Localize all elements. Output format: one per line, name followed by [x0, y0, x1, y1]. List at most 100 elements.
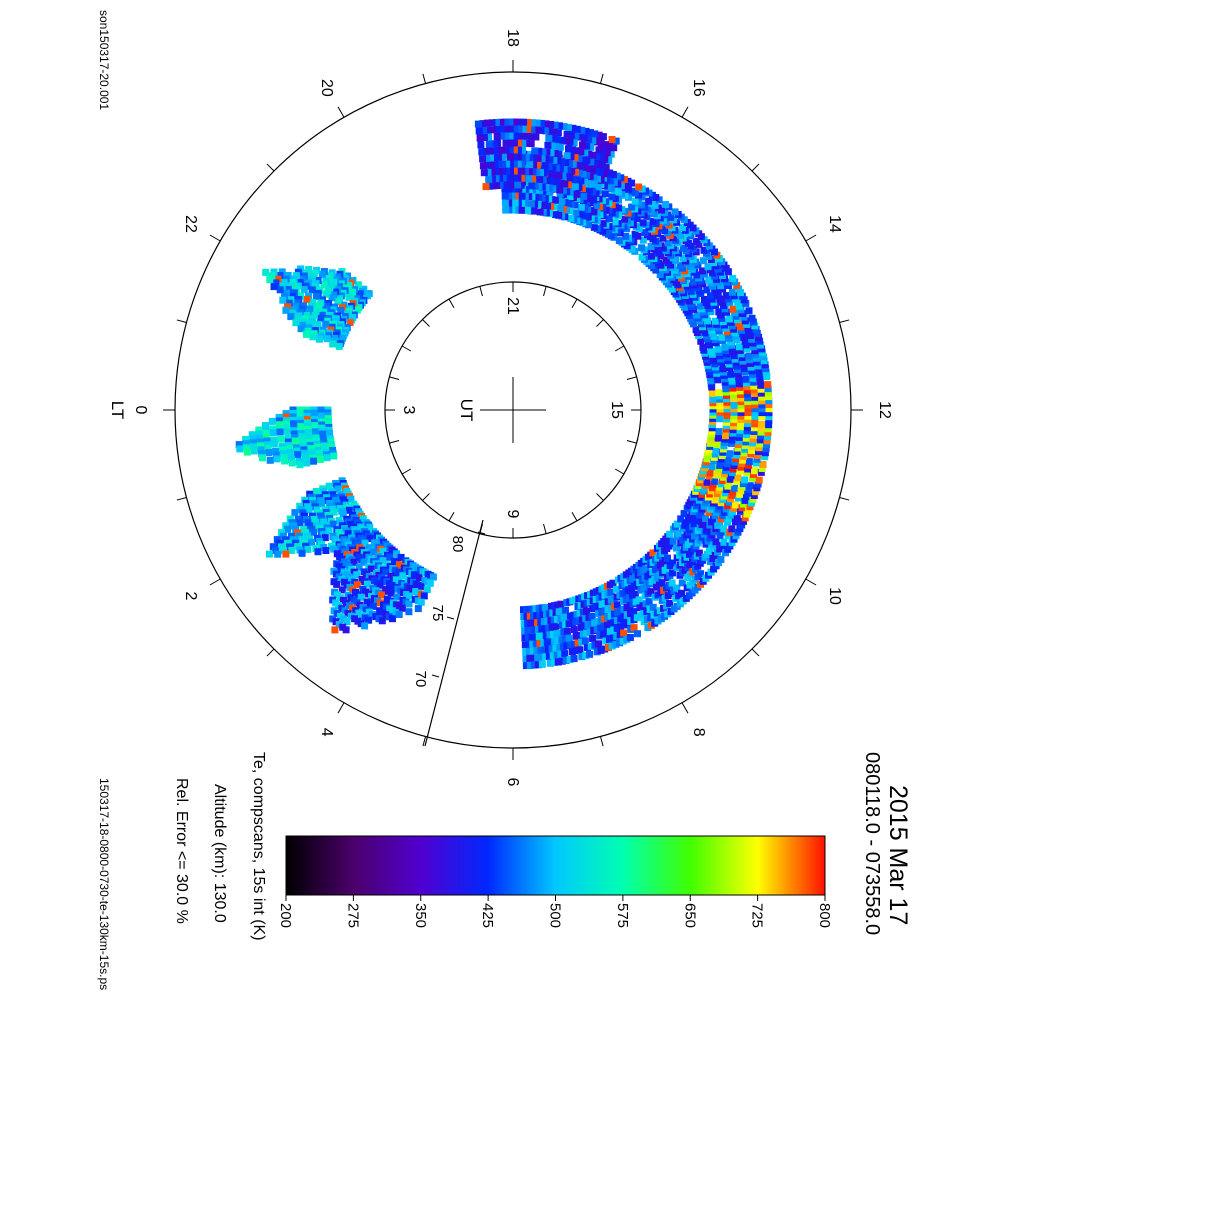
- data-cell: [628, 203, 636, 211]
- data-cell: [749, 435, 757, 443]
- data-cell: [741, 368, 749, 376]
- data-cell: [303, 459, 311, 467]
- data-cell: [669, 537, 677, 545]
- data-cell: [537, 126, 545, 134]
- data-cell: [611, 218, 619, 226]
- data-cell: [757, 432, 765, 440]
- data-cell: [523, 139, 531, 147]
- data-cell: [530, 654, 538, 662]
- data-cell: [587, 642, 595, 650]
- data-cell: [689, 278, 697, 286]
- data-cell: [755, 476, 763, 484]
- data-cell: [386, 553, 394, 561]
- data-cell: [262, 422, 269, 430]
- data-cell: [322, 290, 330, 298]
- data-cell: [705, 276, 713, 284]
- data-cell: [746, 356, 754, 364]
- data-cell: [563, 642, 571, 650]
- data-cell: [750, 424, 758, 432]
- data-cell: [283, 427, 291, 435]
- data-cell: [379, 547, 387, 555]
- data-cell: [507, 174, 515, 182]
- data-cell: [503, 160, 511, 168]
- data-cell: [616, 639, 624, 647]
- data-cell: [596, 632, 604, 640]
- data-cell: [326, 429, 333, 437]
- data-cell: [740, 480, 747, 488]
- data-cell: [747, 450, 755, 458]
- data-cell: [378, 591, 385, 599]
- data-cell: [673, 520, 681, 528]
- data-cell: [337, 307, 345, 314]
- data-cell: [323, 335, 331, 343]
- data-cell: [622, 232, 630, 240]
- data-cell: [745, 352, 753, 360]
- lt-label-8: 8: [690, 728, 707, 737]
- data-cell: [698, 267, 706, 275]
- data-cell: [532, 133, 540, 141]
- data-cell: [423, 586, 431, 594]
- data-cell: [510, 139, 518, 147]
- data-cell: [367, 565, 375, 573]
- data-cell: [255, 426, 263, 434]
- data-cell: [316, 456, 324, 463]
- lt-label-14: 14: [826, 215, 843, 233]
- data-cell: [761, 453, 769, 461]
- data-cell: [745, 307, 753, 315]
- ut-tick-5: [543, 286, 547, 297]
- data-cell: [296, 519, 304, 527]
- data-cell: [547, 121, 555, 128]
- data-cell: [502, 125, 510, 133]
- data-cell: [510, 146, 518, 154]
- data-cell: [270, 436, 278, 444]
- data-cell: [552, 644, 560, 652]
- data-cell: [713, 441, 721, 448]
- data-cell: [519, 125, 527, 133]
- data-cell: [514, 174, 522, 182]
- data-cell: [758, 409, 766, 417]
- data-cell: [414, 605, 422, 613]
- data-cell: [544, 141, 552, 149]
- data-cell: [585, 187, 593, 195]
- data-cell: [328, 294, 336, 302]
- data-cell: [547, 149, 555, 157]
- data-cell: [521, 641, 529, 649]
- data-cell: [477, 141, 485, 149]
- data-cell: [757, 381, 765, 389]
- data-cell: [550, 178, 558, 186]
- data-cell: [596, 168, 604, 176]
- data-cell: [601, 155, 609, 163]
- lt-label-2: 2: [182, 592, 199, 601]
- data-cell: [749, 339, 757, 347]
- data-cell: [547, 177, 554, 185]
- data-cell: [547, 638, 555, 646]
- data-cell: [586, 650, 594, 658]
- data-cell: [583, 142, 591, 150]
- data-cell: [549, 163, 557, 171]
- data-cell: [554, 129, 562, 137]
- data-cell: [609, 579, 617, 587]
- data-cell: [528, 175, 536, 183]
- data-cell: [748, 443, 756, 451]
- data-cell: [743, 320, 751, 328]
- data-cell: [603, 176, 611, 183]
- data-cell: [545, 134, 553, 142]
- ut-tick-16: [448, 511, 455, 522]
- data-cell: [514, 160, 522, 168]
- data-cell: [752, 459, 760, 467]
- data-cell: [743, 427, 751, 435]
- data-cell: [480, 169, 488, 177]
- ut-tick-23: [626, 440, 637, 444]
- data-cell: [570, 139, 578, 147]
- data-cell: [535, 183, 543, 190]
- data-cell: [630, 608, 638, 616]
- data-cell: [745, 485, 753, 493]
- data-cell: [648, 252, 655, 260]
- data-cell: [764, 389, 772, 397]
- data-cell: [747, 363, 755, 371]
- data-cell: [750, 390, 758, 397]
- data-cell: [609, 634, 617, 642]
- data-cell: [573, 125, 581, 133]
- data-cell: [269, 425, 277, 433]
- data-cell: [317, 314, 325, 322]
